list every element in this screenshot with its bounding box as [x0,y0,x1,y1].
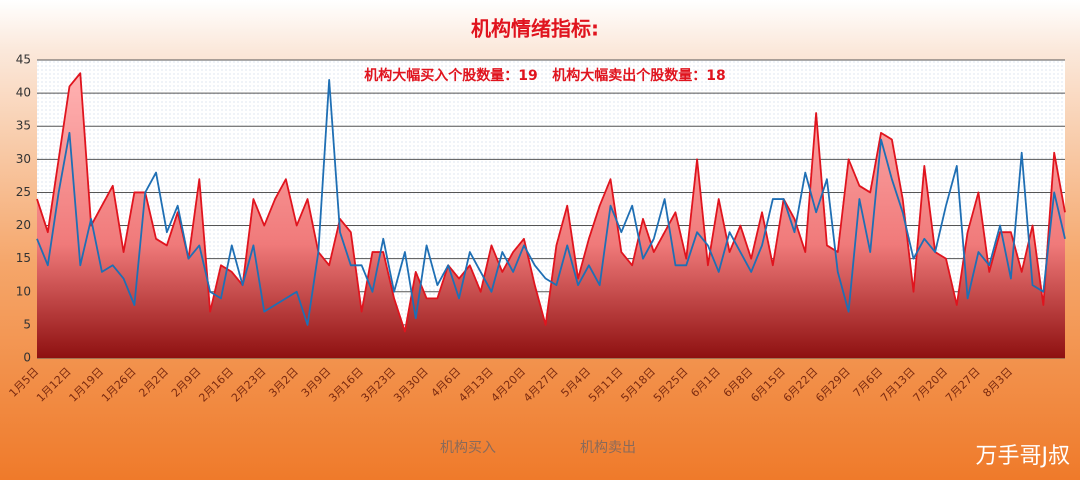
y-tick-label: 5 [23,317,31,331]
y-tick-label: 40 [16,86,31,100]
y-tick-label: 45 [16,53,31,67]
y-tick-label: 0 [23,351,31,365]
line [36,72,1066,333]
legend-label: 机构卖出 [580,440,636,456]
y-tick-label: 15 [16,251,31,265]
line [36,78,1066,326]
watermark: 万手哥J叔 [976,444,1071,469]
y-tick-label: 35 [16,119,31,133]
chart-title: 机构情绪指标: [471,17,599,41]
y-tick-label: 30 [16,152,31,166]
y-tick-label: 10 [16,284,31,298]
legend-label: 机构买入 [440,440,496,456]
annotation: 机构大幅买入个股数量：19 机构大幅卖出个股数量：18 [364,67,726,84]
area [37,73,1065,358]
y-tick-label: 25 [16,185,31,199]
y-tick-label: 20 [16,218,31,232]
